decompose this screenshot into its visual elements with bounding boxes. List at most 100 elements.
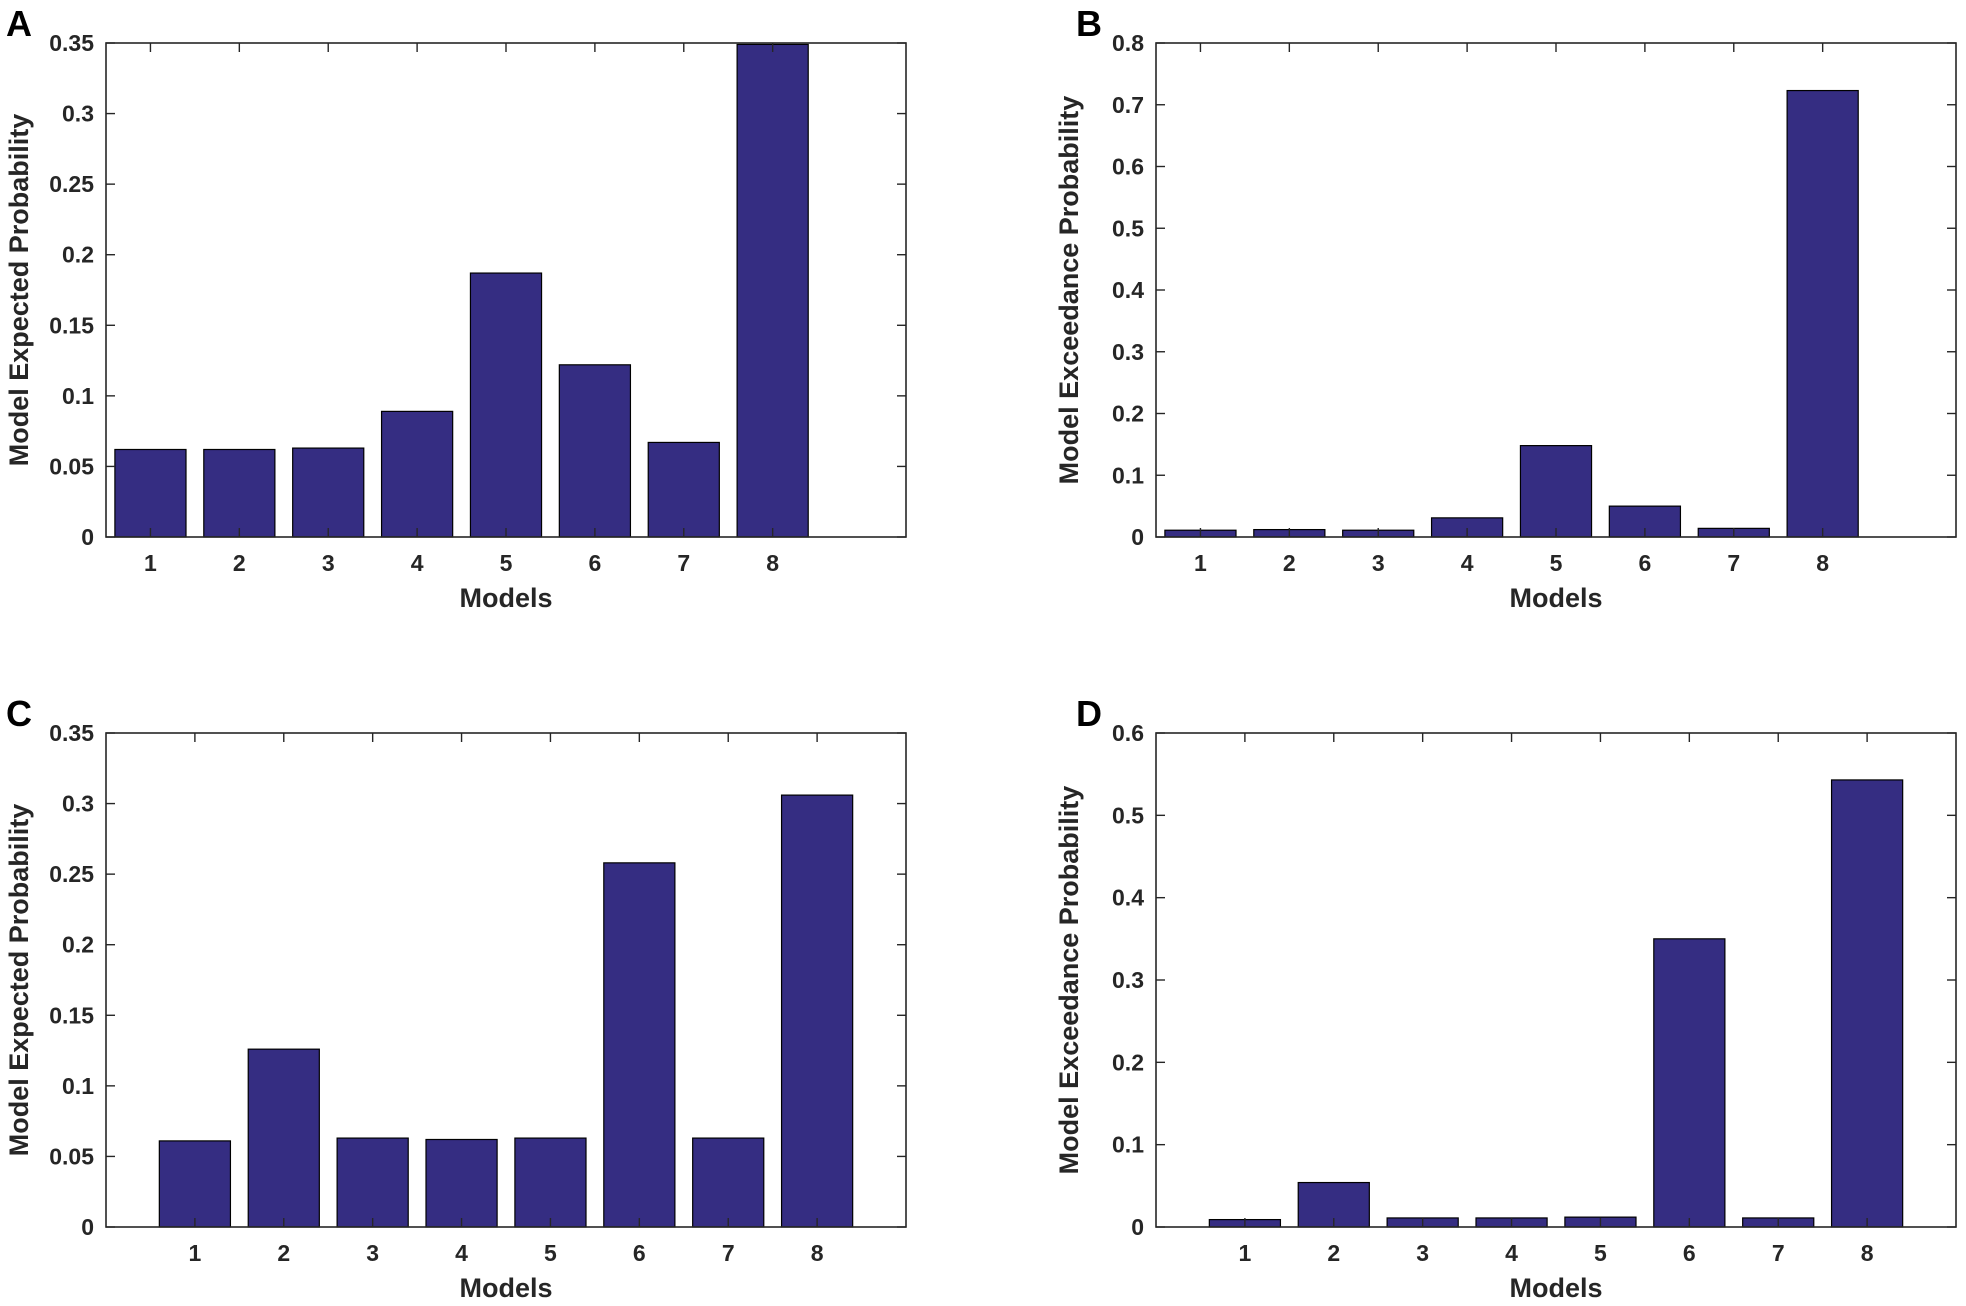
x-tick-label: 1 [1238,1240,1251,1266]
bar-5 [1519,445,1593,538]
axes-box [105,732,907,1228]
y-tick-label: 0.2 [62,242,94,268]
y-tick-label: 0.6 [1112,154,1144,180]
x-tick-label: 3 [366,1240,379,1266]
bar-4 [425,1138,498,1228]
x-tick-label: 4 [455,1240,468,1266]
y-axis-label: Model Expected Probability [4,114,34,467]
bar-5 [469,272,543,538]
bar-1 [158,1140,232,1228]
x-tick-label: 6 [1683,1240,1696,1266]
y-axis-label: Model Exceedance Probability [1054,96,1084,485]
y-tick-label: 0.3 [62,791,94,817]
panel-letter: A [6,3,32,44]
x-tick-label: 8 [766,550,779,576]
y-tick-label: 0.5 [1112,802,1144,828]
y-axis-label: Model Expected Probability [4,804,34,1157]
y-tick-label: 0.15 [49,312,94,338]
x-tick-label: 5 [544,1240,557,1266]
bar-3 [336,1137,409,1228]
y-tick-label: 0.25 [49,861,94,887]
bar-7 [692,1137,765,1228]
x-tick-label: 4 [1461,550,1474,576]
x-tick-label: 6 [633,1240,646,1266]
y-tick-label: 0.2 [62,932,94,958]
bar-8 [780,794,854,1228]
bar-6 [558,364,632,538]
panel-a: 0 0.05 0.1 0.15 0.2 0.25 0.3 0.35 1 2 3 4 5 6 7 8 Models… [4,3,907,613]
x-tick-label: 7 [722,1240,735,1266]
x-tick-label: 1 [144,550,157,576]
x-tick-label: 7 [1727,550,1740,576]
y-tick-label: 0.35 [49,30,94,56]
y-tick-label: 0.1 [62,383,94,409]
y-tick-label: 0 [1131,524,1144,550]
bar-5 [514,1137,587,1228]
bar-2 [203,448,276,538]
bar-1 [114,448,187,538]
x-tick-label: 3 [1372,550,1385,576]
bar-2 [247,1048,320,1228]
y-tick-label: 0.3 [1112,339,1144,365]
y-tick-label: 0.3 [62,101,94,127]
y-tick-label: 0.3 [1112,967,1144,993]
y-tick-label: 0 [81,1214,94,1240]
panel-d: 0 0.1 0.2 0.3 0.4 0.5 0.6 1 2 3 4 5 6 7 8 Models Model E… [1054,693,1957,1303]
panel-letter: B [1076,3,1102,44]
x-tick-label: 1 [188,1240,201,1266]
x-tick-label: 5 [1594,1240,1607,1266]
y-tick-label: 0.5 [1112,215,1144,241]
x-tick-label: 6 [588,550,601,576]
y-tick-label: 0.15 [49,1002,94,1028]
panel-c: 0 0.05 0.1 0.15 0.2 0.25 0.3 0.35 1 2 3 4 5 6 7 8 Models… [4,693,907,1303]
bar-6 [1653,938,1726,1228]
y-tick-label: 0.05 [49,453,94,479]
x-tick-label: 5 [500,550,513,576]
y-tick-label: 0.2 [1112,401,1144,427]
y-axis-label: Model Exceedance Probability [1054,786,1084,1175]
x-tick-label: 3 [322,550,335,576]
y-tick-label: 0.4 [1112,885,1144,911]
y-tick-label: 0.4 [1112,277,1144,303]
x-tick-label: 2 [233,550,246,576]
y-tick-label: 0.8 [1112,30,1144,56]
x-tick-label: 2 [1283,550,1296,576]
y-tick-label: 0.25 [49,171,94,197]
bar-4 [380,410,454,538]
x-tick-label: 7 [677,550,690,576]
x-tick-label: 8 [1816,550,1829,576]
bar-8 [1830,779,1904,1228]
y-tick-label: 0.1 [62,1073,94,1099]
x-tick-label: 2 [1327,1240,1340,1266]
x-tick-label: 1 [1194,550,1207,576]
panel-letter: C [6,693,32,734]
x-tick-label: 4 [411,550,424,576]
x-tick-label: 2 [277,1240,290,1266]
y-tick-label: 0 [81,524,94,550]
x-tick-label: 3 [1416,1240,1429,1266]
y-tick-label: 0.05 [49,1143,94,1169]
y-tick-label: 0.2 [1112,1049,1144,1075]
panel-b: 0 0.1 0.2 0.3 0.4 0.5 0.6 0.7 0.8 1 2 3 4 5 6 7 8 Models M… [1054,3,1957,613]
x-axis-label: Models [459,1273,552,1303]
bar-3 [292,447,365,538]
panel-letter: D [1076,693,1102,734]
x-tick-label: 7 [1772,1240,1785,1266]
x-axis-label: Models [1509,1273,1602,1303]
x-axis-label: Models [1509,583,1602,613]
bar-7 [647,441,720,538]
y-tick-label: 0.7 [1112,92,1144,118]
x-axis-label: Models [459,583,552,613]
x-tick-label: 4 [1505,1240,1518,1266]
x-tick-label: 6 [1638,550,1651,576]
bar-8 [736,43,809,538]
y-tick-label: 0 [1131,1214,1144,1240]
x-tick-label: 5 [1550,550,1563,576]
y-tick-label: 0.35 [49,720,94,746]
bar-6 [603,862,676,1228]
bar-8 [1786,89,1859,538]
x-tick-label: 8 [811,1240,824,1266]
y-tick-label: 0.6 [1112,720,1144,746]
y-tick-label: 0.1 [1112,462,1144,488]
